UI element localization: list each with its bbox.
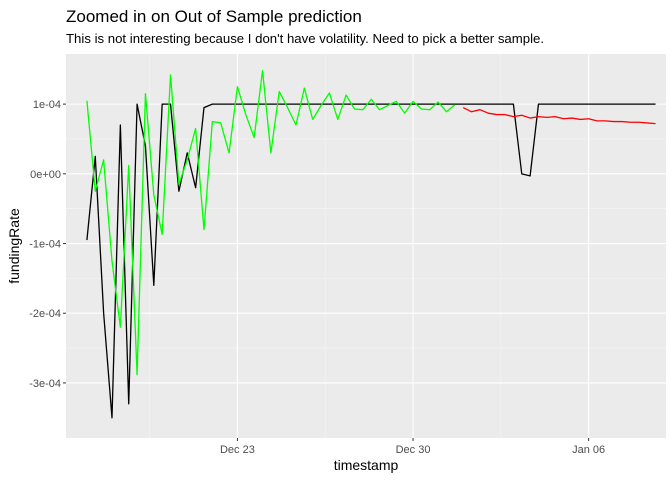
x-axis-title: timestamp — [334, 457, 399, 473]
minor-gridlines — [66, 54, 666, 438]
x-tick-label: Jan 06 — [572, 444, 605, 456]
x-tick-label: Dec 30 — [396, 444, 431, 456]
y-axis-title: fundingRate — [6, 208, 22, 284]
chart-title: Zoomed in on Out of Sample prediction — [66, 7, 362, 26]
y-tick-label: 0e+00 — [30, 169, 61, 181]
y-tick-label: -3e-04 — [29, 378, 61, 390]
series-line-3 — [462, 107, 656, 125]
series-line-2 — [86, 70, 456, 376]
chart-subtitle: This is not interesting because I don't … — [66, 31, 544, 46]
y-tick-label: 1e-04 — [33, 99, 61, 111]
y-axis: 1e-04 0e+00 -1e-04 -2e-04 -3e-04 — [29, 99, 66, 390]
y-tick-label: -2e-04 — [29, 308, 61, 320]
x-tick-label: Dec 23 — [220, 444, 255, 456]
y-tick-label: -1e-04 — [29, 239, 61, 251]
series-layer — [86, 70, 656, 419]
x-axis: Dec 23 Dec 30 Jan 06 — [220, 438, 605, 456]
